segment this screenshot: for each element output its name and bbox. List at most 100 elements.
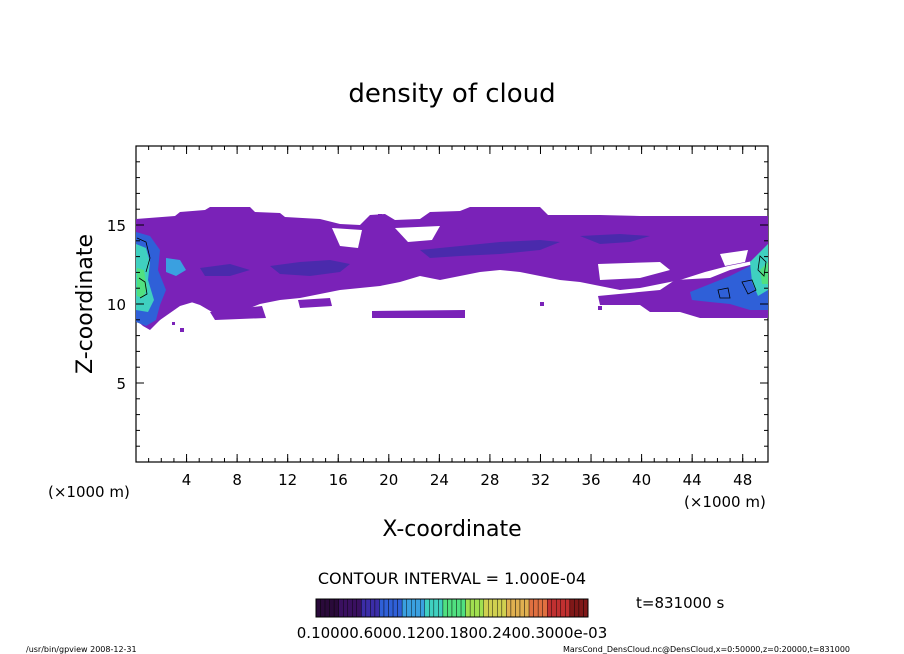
colorbar-swatch — [415, 598, 421, 618]
cloud-field — [136, 207, 768, 332]
x-tick-label: 48 — [733, 471, 752, 489]
colorbar-swatch — [424, 598, 430, 618]
cloud-left-lobe — [166, 258, 186, 276]
colorbar-swatch — [551, 598, 557, 618]
colorbar-swatch — [347, 598, 353, 618]
x-tick-label: 20 — [379, 471, 398, 489]
x-tick-label: 28 — [480, 471, 499, 489]
colorbar-swatch — [438, 598, 444, 618]
colorbar-swatch — [560, 598, 566, 618]
x-tick-label: 36 — [581, 471, 600, 489]
x-unit-left: (×1000 m) — [48, 483, 130, 501]
cloud-lower-streak-3 — [298, 298, 332, 308]
colorbar-swatch — [479, 598, 484, 618]
colorbar-swatch — [547, 598, 552, 618]
colorbar-swatch — [356, 598, 362, 618]
x-unit-right: (×1000 m) — [684, 493, 766, 511]
colorbar-swatch — [542, 598, 548, 618]
colorbar-swatch — [388, 598, 394, 618]
colorbar-swatch — [501, 598, 507, 618]
colorbar-swatch — [460, 598, 466, 618]
chart-title: density of cloud — [348, 79, 555, 109]
colorbar-swatch — [429, 598, 435, 618]
cloud-speckles — [172, 214, 688, 332]
colorbar-swatch — [374, 598, 380, 618]
y-ticks: 5 10 15 — [107, 161, 768, 447]
colorbar-swatch — [565, 598, 571, 618]
contour-interval: CONTOUR INTERVAL = 1.000E-04 — [318, 569, 586, 588]
cloud-right-core — [690, 250, 768, 310]
colorbar-swatch — [320, 598, 326, 618]
x-tick-label: 32 — [531, 471, 550, 489]
x-tick-label: 24 — [430, 471, 449, 489]
colorbar-swatch — [510, 598, 516, 618]
footer-right: MarsCond_DensCloud.nc@DensCloud,x=0:5000… — [563, 645, 850, 654]
cloud-right-core-green — [760, 262, 768, 284]
colorbar-swatch — [406, 598, 412, 618]
colorbar-swatch — [338, 598, 344, 618]
colorbar-swatch — [515, 598, 521, 618]
colorbar-swatch — [578, 598, 584, 618]
x-tick-label: 40 — [632, 471, 651, 489]
y-tick-label: 5 — [116, 375, 126, 393]
colorbar-swatch — [474, 598, 480, 618]
colorbar-swatch — [343, 598, 348, 618]
colorbar-swatch — [533, 598, 539, 618]
colorbar-swatch — [365, 598, 371, 618]
x-tick-label: 12 — [278, 471, 297, 489]
colorbar-swatch — [379, 598, 385, 618]
footer-left: /usr/bin/gpview 2008-12-31 — [26, 645, 137, 654]
colorbar-swatch — [361, 598, 367, 618]
colorbar-swatch — [315, 598, 321, 618]
x-tick-label: 16 — [329, 471, 348, 489]
colorbar-swatch — [420, 598, 425, 618]
colorbar-swatch — [556, 598, 561, 618]
y-tick-label: 15 — [107, 217, 126, 235]
colorbar-swatch — [483, 598, 489, 618]
cloud-left-core-green — [137, 268, 147, 298]
colorbar-frame — [315, 598, 589, 618]
cloud-gap-1 — [332, 228, 362, 248]
time-label: t=831000 s — [636, 594, 724, 612]
colorbar-swatch — [537, 598, 543, 618]
colorbar-swatch — [492, 598, 498, 618]
colorbar-swatch — [456, 598, 462, 618]
contour-lines — [136, 237, 767, 299]
colorbar-swatch — [433, 598, 439, 618]
colorbar-swatch — [488, 598, 493, 618]
colorbar-swatch — [352, 598, 357, 618]
x-tick-label: 44 — [683, 471, 702, 489]
colorbar-swatch — [397, 598, 403, 618]
y-tick-label: 10 — [107, 296, 126, 314]
cloud-gap-5 — [720, 250, 748, 266]
colorbar-swatch — [469, 598, 475, 618]
colorbar-swatch — [329, 598, 335, 618]
cloud-gap-2 — [395, 226, 440, 242]
colorbar-swatch — [392, 598, 398, 618]
colorbar-swatch — [506, 598, 512, 618]
colorbar-swatch — [524, 598, 530, 618]
colorbar-swatch — [447, 598, 453, 618]
cloud-band-medium — [200, 234, 650, 276]
colorbar-swatch — [411, 598, 416, 618]
colorbar-swatch — [519, 598, 525, 618]
colorbar-swatch — [497, 598, 503, 618]
x-tick-label: 8 — [232, 471, 242, 489]
colorbar-swatch — [569, 598, 575, 618]
colorbar-swatch — [465, 598, 471, 618]
y-axis-label: Z-coordinate — [73, 234, 98, 374]
cloud-gap-3 — [468, 274, 520, 286]
colorbar-labels: 0.10000.6000.1200.1800.2400.3000e-03 — [297, 624, 607, 642]
cloud-mid-body — [136, 224, 768, 330]
x-axis-label: X-coordinate — [382, 517, 521, 542]
colorbar-swatch — [442, 598, 448, 618]
colorbar-swatch — [383, 598, 389, 618]
colorbar-swatch — [583, 598, 589, 618]
x-tick-label: 4 — [182, 471, 192, 489]
x-ticks: 4 8 12 16 20 24 28 32 36 40 44 48 — [148, 146, 756, 489]
colorbar-swatch — [333, 598, 339, 618]
cloud-gap-4 — [598, 262, 670, 280]
colorbar-swatch — [370, 598, 376, 618]
cloud-lower-streak-1 — [372, 310, 465, 318]
